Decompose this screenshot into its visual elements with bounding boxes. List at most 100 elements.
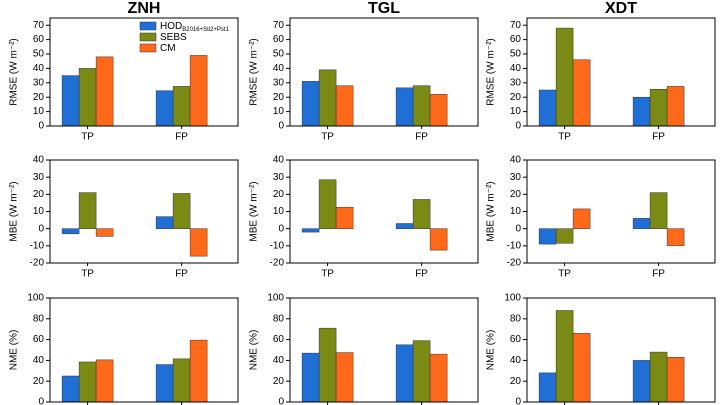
y-tick-label: 60 bbox=[510, 334, 522, 345]
bar bbox=[318, 327, 337, 403]
x-tick-label: FP bbox=[652, 269, 665, 280]
y-tick-label: 70 bbox=[273, 20, 285, 31]
bar bbox=[429, 94, 448, 127]
legend-label-sub: B2016+Sti2+Pst1 bbox=[182, 27, 229, 33]
y-tick-label: 50 bbox=[510, 49, 522, 60]
x-tick-label: FP bbox=[652, 132, 665, 143]
y-tick-label: 20 bbox=[510, 376, 522, 387]
y-axis-label: NME (%) bbox=[9, 330, 20, 371]
y-tick-label: 50 bbox=[33, 49, 45, 60]
bar bbox=[189, 339, 208, 403]
y-tick-label: 40 bbox=[273, 155, 285, 166]
y-tick-label: 100 bbox=[267, 293, 284, 304]
chart-title: XDT bbox=[605, 0, 637, 17]
y-tick-label: 10 bbox=[510, 106, 522, 117]
y-axis-label: NME (%) bbox=[249, 330, 260, 371]
y-tick-label: 40 bbox=[510, 63, 522, 74]
legend-label: CM bbox=[160, 43, 176, 54]
bar bbox=[572, 208, 591, 229]
y-tick-label: 0 bbox=[515, 121, 521, 132]
bar bbox=[429, 228, 448, 251]
plot-frame bbox=[289, 297, 479, 403]
bar bbox=[649, 192, 668, 229]
bar bbox=[632, 360, 651, 403]
y-tick-label: 0 bbox=[278, 397, 284, 405]
bar bbox=[335, 85, 354, 127]
y-tick-label: 40 bbox=[273, 63, 285, 74]
y-tick-label: 30 bbox=[273, 172, 285, 183]
y-axis-label: RMSE (W m⁻²) bbox=[249, 38, 260, 106]
y-tick-label: 30 bbox=[510, 77, 522, 88]
y-tick-label: 10 bbox=[273, 206, 285, 217]
bar bbox=[555, 310, 574, 403]
bar bbox=[61, 75, 80, 127]
y-axis-label: MBE (W m⁻²) bbox=[486, 181, 497, 241]
bar bbox=[61, 375, 80, 403]
bar bbox=[155, 90, 174, 127]
x-tick-label: FP bbox=[175, 269, 188, 280]
y-tick-label: 100 bbox=[504, 293, 521, 304]
y-tick-label: 0 bbox=[515, 223, 521, 234]
y-tick-label: 60 bbox=[510, 34, 522, 45]
y-axis-label: RMSE (W m⁻²) bbox=[486, 38, 497, 106]
y-tick-label: 100 bbox=[27, 293, 44, 304]
y-tick-label: 20 bbox=[33, 376, 45, 387]
y-tick-label: 0 bbox=[38, 121, 44, 132]
bar bbox=[395, 344, 414, 403]
x-tick-label: TP bbox=[321, 269, 334, 280]
y-tick-label: 30 bbox=[33, 77, 45, 88]
bar bbox=[538, 89, 557, 127]
y-tick-label: 40 bbox=[273, 355, 285, 366]
bar bbox=[555, 228, 574, 244]
y-tick-label: -20 bbox=[507, 258, 522, 269]
bar bbox=[61, 228, 80, 235]
y-tick-label: 40 bbox=[33, 63, 45, 74]
x-tick-label: FP bbox=[415, 269, 428, 280]
bar bbox=[538, 372, 557, 403]
bar bbox=[301, 228, 320, 233]
bar bbox=[318, 179, 337, 229]
plot-frame bbox=[289, 17, 479, 127]
legend-swatch bbox=[139, 43, 157, 53]
y-tick-label: 70 bbox=[33, 20, 45, 31]
x-tick-label: TP bbox=[321, 132, 334, 143]
y-tick-label: 70 bbox=[510, 20, 522, 31]
y-tick-label: 80 bbox=[33, 313, 45, 324]
y-tick-label: -10 bbox=[270, 240, 285, 251]
bar bbox=[78, 361, 97, 403]
y-tick-label: 20 bbox=[33, 189, 45, 200]
y-tick-label: 20 bbox=[510, 189, 522, 200]
bar bbox=[395, 223, 414, 229]
y-tick-label: 20 bbox=[510, 92, 522, 103]
y-tick-label: 10 bbox=[510, 206, 522, 217]
bar bbox=[429, 353, 448, 403]
bar bbox=[412, 340, 431, 403]
plot-frame bbox=[49, 159, 239, 264]
y-tick-label: 60 bbox=[273, 334, 285, 345]
plot-frame bbox=[526, 17, 716, 127]
bar bbox=[301, 352, 320, 403]
y-tick-label: 0 bbox=[278, 121, 284, 132]
legend-label-name: HOD bbox=[160, 21, 182, 32]
bar bbox=[95, 359, 114, 403]
x-tick-label: FP bbox=[415, 132, 428, 143]
y-tick-label: 20 bbox=[273, 189, 285, 200]
y-axis-label: RMSE (W m⁻²) bbox=[9, 38, 20, 106]
bar bbox=[155, 364, 174, 403]
bar bbox=[189, 55, 208, 127]
y-tick-label: 0 bbox=[515, 397, 521, 405]
y-tick-label: 50 bbox=[273, 49, 285, 60]
bar bbox=[301, 81, 320, 127]
bar bbox=[155, 216, 174, 229]
bar bbox=[95, 56, 114, 127]
legend-swatch bbox=[139, 32, 157, 42]
y-tick-label: -10 bbox=[507, 240, 522, 251]
y-tick-label: 20 bbox=[273, 92, 285, 103]
bar bbox=[78, 192, 97, 229]
y-tick-label: 0 bbox=[38, 223, 44, 234]
bar bbox=[555, 27, 574, 127]
y-tick-label: 30 bbox=[273, 77, 285, 88]
y-tick-label: 40 bbox=[510, 355, 522, 366]
